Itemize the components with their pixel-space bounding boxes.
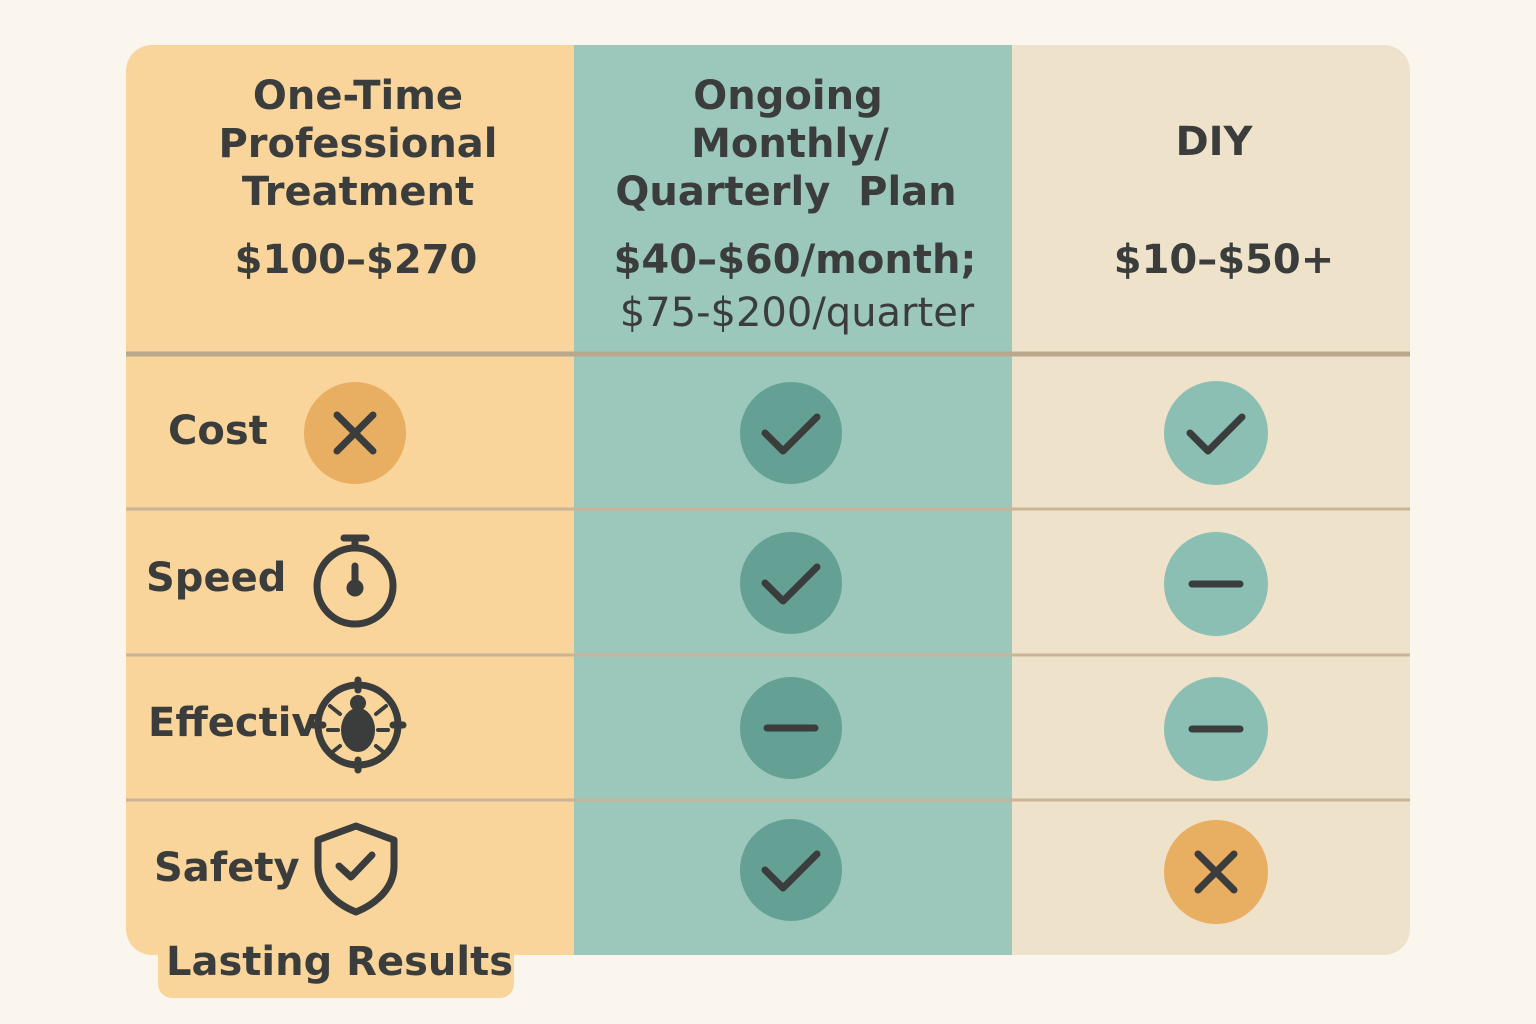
shield-icon <box>314 822 398 916</box>
icon-bg <box>740 819 842 921</box>
column-title: Ongoing <box>693 73 882 119</box>
icon-bg <box>1164 381 1268 485</box>
row-label: Safety <box>154 845 300 891</box>
bug-icon <box>309 676 407 774</box>
column-title: Monthly/ <box>691 121 889 167</box>
row-label: Effectiv <box>148 700 317 746</box>
row-label: Cost <box>168 408 268 454</box>
column-bg <box>126 45 574 955</box>
row-lines <box>126 351 1410 802</box>
column-title: Professional <box>218 121 497 167</box>
stopwatch-icon <box>313 534 397 628</box>
column-price: $100–$270 <box>235 237 478 283</box>
icon-bg <box>740 382 842 484</box>
table <box>126 45 1410 955</box>
column-bg <box>574 45 1012 955</box>
row-icons <box>304 382 407 916</box>
column-title: DIY <box>1175 119 1253 165</box>
footer-label: Lasting Results <box>166 939 513 985</box>
column-price: $75-$200/quarter <box>620 290 975 336</box>
column-title: Treatment <box>242 169 474 215</box>
row-label: Speed <box>146 555 286 601</box>
column-bg <box>1012 45 1410 955</box>
column-title: Quarterly Plan <box>615 169 956 215</box>
column-title: One-Time <box>253 73 463 119</box>
column-price: $10–$50+ <box>1114 237 1335 283</box>
column-price: $40–$60/month; <box>614 237 977 283</box>
icon-bg <box>740 532 842 634</box>
status-icons <box>740 381 1268 924</box>
